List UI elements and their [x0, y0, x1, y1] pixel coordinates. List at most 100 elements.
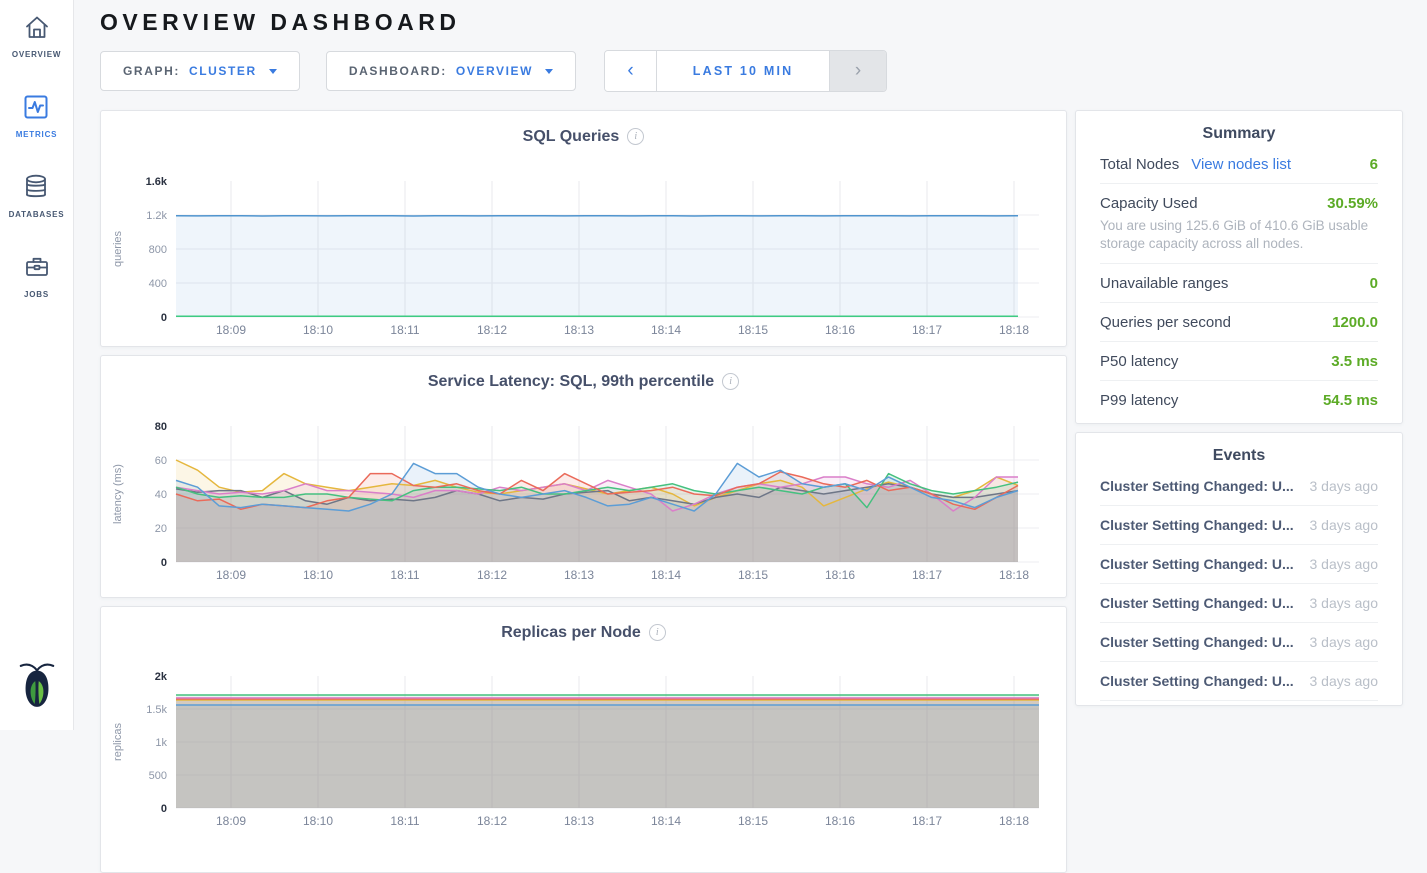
svg-text:18:11: 18:11 [390, 814, 419, 828]
summary-row-p50-latency: P50 latency 3.5 ms [1100, 342, 1378, 381]
summary-row-p99-latency: P99 latency 54.5 ms [1100, 381, 1378, 419]
svg-text:18:12: 18:12 [477, 568, 507, 582]
time-range-selector: ‹ LAST 10 MIN › [604, 50, 888, 92]
svg-text:1.5k: 1.5k [146, 704, 167, 716]
chevron-left-icon: ‹ [627, 60, 634, 81]
event-row: Cluster Setting Changed: U... 3 days ago [1100, 662, 1378, 701]
event-title: Cluster Setting Changed: U... [1100, 517, 1294, 533]
svg-text:18:10: 18:10 [303, 323, 333, 337]
summary-value: 30.59% [1327, 195, 1378, 212]
sidebar-item-label: OVERVIEW [11, 50, 62, 59]
info-icon[interactable]: i [722, 373, 740, 390]
summary-label: Unavailable ranges [1100, 275, 1229, 292]
svg-text:replicas: replicas [112, 723, 124, 761]
svg-text:18:12: 18:12 [477, 323, 507, 337]
svg-text:60: 60 [155, 455, 167, 467]
svg-text:18:18: 18:18 [999, 814, 1029, 828]
metrics-chart-icon [21, 92, 51, 125]
summary-value: 6 [1369, 156, 1378, 173]
summary-label: Queries per second [1100, 314, 1231, 331]
chevron-down-icon [268, 68, 277, 74]
event-title: Cluster Setting Changed: U... [1100, 478, 1294, 494]
event-row: Cluster Setting Changed: U... 3 days ago [1100, 623, 1378, 662]
sql-queries-chart[interactable]: 18:09 18:10 18:11 18:12 18:13 18:14 18:15 18:16… [101, 156, 1066, 346]
svg-text:0: 0 [161, 803, 167, 815]
svg-text:18:13: 18:13 [564, 568, 594, 582]
svg-text:800: 800 [149, 244, 167, 256]
dashboard-content: SQL Queries i 18:09 18:10 18:11 18:12 18:13 1… [100, 110, 1427, 873]
svg-text:18:14: 18:14 [651, 323, 681, 337]
svg-text:queries: queries [112, 230, 124, 267]
sidebar-item-metrics[interactable]: METRICS [16, 92, 58, 139]
event-time: 3 days ago [1309, 517, 1379, 533]
svg-text:18:15: 18:15 [738, 323, 768, 337]
event-time: 3 days ago [1309, 634, 1379, 650]
svg-text:18:09: 18:09 [216, 568, 246, 582]
time-prev-button[interactable]: ‹ [605, 51, 658, 91]
svg-text:18:12: 18:12 [477, 814, 507, 828]
graph-dropdown-label: GRAPH: [123, 64, 180, 78]
event-time: 3 days ago [1309, 556, 1379, 572]
info-icon[interactable]: i [627, 128, 645, 145]
chevron-right-icon: › [854, 60, 862, 81]
view-nodes-link[interactable]: View nodes list [1191, 156, 1291, 173]
svg-text:0: 0 [161, 312, 167, 324]
event-title: Cluster Setting Changed: U... [1100, 556, 1294, 572]
svg-text:18:15: 18:15 [738, 568, 768, 582]
sidebar-item-databases[interactable]: DATABASES [9, 172, 65, 219]
chart-card-replicas-per-node: Replicas per Node i 18:09 18:10 18:11 18:12… [100, 606, 1067, 873]
summary-row-capacity-used: Capacity Used 30.59% You are using 125.6… [1100, 184, 1378, 264]
svg-text:18:15: 18:15 [738, 814, 768, 828]
replicas-per-node-chart[interactable]: 18:09 18:10 18:11 18:12 18:13 18:14 18:15 18:16… [101, 652, 1066, 872]
chart-title: Service Latency: SQL, 99th percentile [427, 372, 715, 390]
svg-text:18:18: 18:18 [999, 568, 1029, 582]
summary-label: Capacity Used [1100, 195, 1198, 212]
svg-text:18:11: 18:11 [390, 568, 419, 582]
events-panel: Events Cluster Setting Changed: U... 3 d… [1075, 432, 1403, 706]
event-title: Cluster Setting Changed: U... [1100, 634, 1294, 650]
time-next-button[interactable]: › [829, 51, 887, 91]
svg-text:1.2k: 1.2k [146, 210, 167, 222]
sidebar-item-overview[interactable]: OVERVIEW [12, 14, 61, 59]
capacity-description: You are using 125.6 GiB of 410.6 GiB usa… [1100, 218, 1369, 251]
briefcase-icon [22, 252, 52, 285]
chart-title: Replicas per Node [501, 623, 641, 641]
home-icon [22, 14, 52, 45]
event-time: 3 days ago [1309, 673, 1379, 689]
event-title: Cluster Setting Changed: U... [1100, 595, 1294, 611]
dashboard-dropdown[interactable]: DASHBOARD: OVERVIEW [325, 51, 577, 91]
svg-text:400: 400 [149, 278, 167, 290]
svg-text:18:13: 18:13 [564, 323, 594, 337]
svg-text:18:17: 18:17 [912, 814, 942, 828]
chevron-down-icon [545, 68, 554, 74]
time-range-button[interactable]: LAST 10 MIN [657, 51, 830, 91]
event-row: Cluster Setting Changed: U... 3 days ago [1100, 506, 1378, 545]
svg-text:2k: 2k [155, 671, 168, 683]
svg-text:1.6k: 1.6k [146, 176, 168, 188]
summary-row-total-nodes: Total Nodes View nodes list 6 [1100, 145, 1378, 184]
summary-panel: Summary Total Nodes View nodes list 6 [1075, 110, 1403, 424]
chart-card-service-latency: Service Latency: SQL, 99th percentile i … [100, 355, 1067, 598]
summary-label: P99 latency [1100, 392, 1179, 409]
svg-text:18:13: 18:13 [564, 814, 594, 828]
sidebar-item-jobs[interactable]: JOBS [22, 252, 52, 299]
event-row: Cluster Setting Changed: U... 3 days ago [1100, 467, 1378, 506]
svg-text:18:18: 18:18 [999, 323, 1029, 337]
service-latency-chart[interactable]: 18:09 18:10 18:11 18:12 18:13 18:14 18:15 18:16… [101, 401, 1066, 597]
sidebar-item-label: JOBS [24, 290, 49, 299]
info-icon[interactable]: i [648, 624, 666, 641]
dashboard-dropdown-value: OVERVIEW [455, 64, 534, 78]
chart-title: SQL Queries [522, 127, 620, 145]
graph-dropdown[interactable]: GRAPH: CLUSTER [100, 51, 300, 91]
summary-value: 0 [1369, 275, 1378, 292]
svg-text:1k: 1k [155, 737, 167, 749]
controls-row: GRAPH: CLUSTER DASHBOARD: OVERVIEW ‹ LAS… [100, 50, 1427, 92]
sidebar-item-label: METRICS [15, 130, 58, 139]
summary-label: P50 latency [1100, 353, 1179, 370]
summary-value: 1200.0 [1332, 314, 1378, 331]
sidebar-item-label: DATABASES [8, 210, 65, 219]
cockroachdb-logo [16, 659, 58, 714]
summary-row-unavailable-ranges: Unavailable ranges 0 [1100, 264, 1378, 303]
page-title: OVERVIEW DASHBOARD [100, 9, 461, 35]
svg-text:0: 0 [161, 557, 167, 569]
